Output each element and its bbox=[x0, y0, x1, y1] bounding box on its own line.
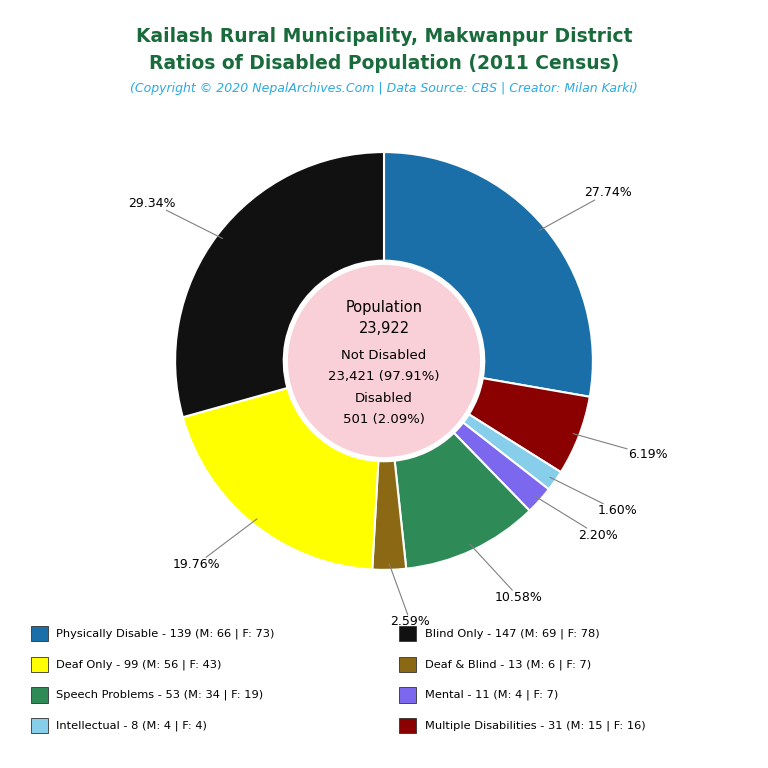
Text: 501 (2.09%): 501 (2.09%) bbox=[343, 413, 425, 426]
Wedge shape bbox=[372, 461, 406, 570]
Circle shape bbox=[288, 265, 480, 457]
Text: Physically Disable - 139 (M: 66 | F: 73): Physically Disable - 139 (M: 66 | F: 73) bbox=[56, 628, 274, 639]
Text: Deaf Only - 99 (M: 56 | F: 43): Deaf Only - 99 (M: 56 | F: 43) bbox=[56, 659, 221, 670]
Text: Deaf & Blind - 13 (M: 6 | F: 7): Deaf & Blind - 13 (M: 6 | F: 7) bbox=[425, 659, 591, 670]
Wedge shape bbox=[463, 414, 561, 489]
Text: 2.59%: 2.59% bbox=[389, 564, 430, 628]
Wedge shape bbox=[183, 388, 379, 570]
Text: Intellectual - 8 (M: 4 | F: 4): Intellectual - 8 (M: 4 | F: 4) bbox=[56, 720, 207, 731]
Text: 27.74%: 27.74% bbox=[539, 187, 631, 230]
Text: Blind Only - 147 (M: 69 | F: 78): Blind Only - 147 (M: 69 | F: 78) bbox=[425, 628, 599, 639]
Text: 19.76%: 19.76% bbox=[173, 519, 257, 571]
Text: 2.20%: 2.20% bbox=[535, 496, 618, 541]
Text: 10.58%: 10.58% bbox=[470, 545, 543, 604]
Text: Disabled: Disabled bbox=[355, 392, 413, 405]
Text: Kailash Rural Municipality, Makwanpur District: Kailash Rural Municipality, Makwanpur Di… bbox=[136, 27, 632, 46]
Wedge shape bbox=[384, 152, 593, 397]
Text: Ratios of Disabled Population (2011 Census): Ratios of Disabled Population (2011 Cens… bbox=[149, 54, 619, 73]
Wedge shape bbox=[469, 378, 590, 472]
Text: Multiple Disabilities - 31 (M: 15 | F: 16): Multiple Disabilities - 31 (M: 15 | F: 1… bbox=[425, 720, 645, 731]
Text: Population: Population bbox=[346, 300, 422, 315]
Wedge shape bbox=[395, 433, 530, 568]
Text: 23,421 (97.91%): 23,421 (97.91%) bbox=[328, 369, 440, 382]
Text: (Copyright © 2020 NepalArchives.Com | Data Source: CBS | Creator: Milan Karki): (Copyright © 2020 NepalArchives.Com | Da… bbox=[130, 82, 638, 95]
Text: 1.60%: 1.60% bbox=[550, 477, 637, 518]
Text: Speech Problems - 53 (M: 34 | F: 19): Speech Problems - 53 (M: 34 | F: 19) bbox=[56, 690, 263, 700]
Wedge shape bbox=[175, 152, 384, 417]
Text: 23,922: 23,922 bbox=[359, 321, 409, 336]
Wedge shape bbox=[454, 422, 549, 511]
Text: Mental - 11 (M: 4 | F: 7): Mental - 11 (M: 4 | F: 7) bbox=[425, 690, 558, 700]
Text: 29.34%: 29.34% bbox=[128, 197, 223, 239]
Text: Not Disabled: Not Disabled bbox=[341, 349, 427, 362]
Text: 6.19%: 6.19% bbox=[573, 434, 667, 461]
